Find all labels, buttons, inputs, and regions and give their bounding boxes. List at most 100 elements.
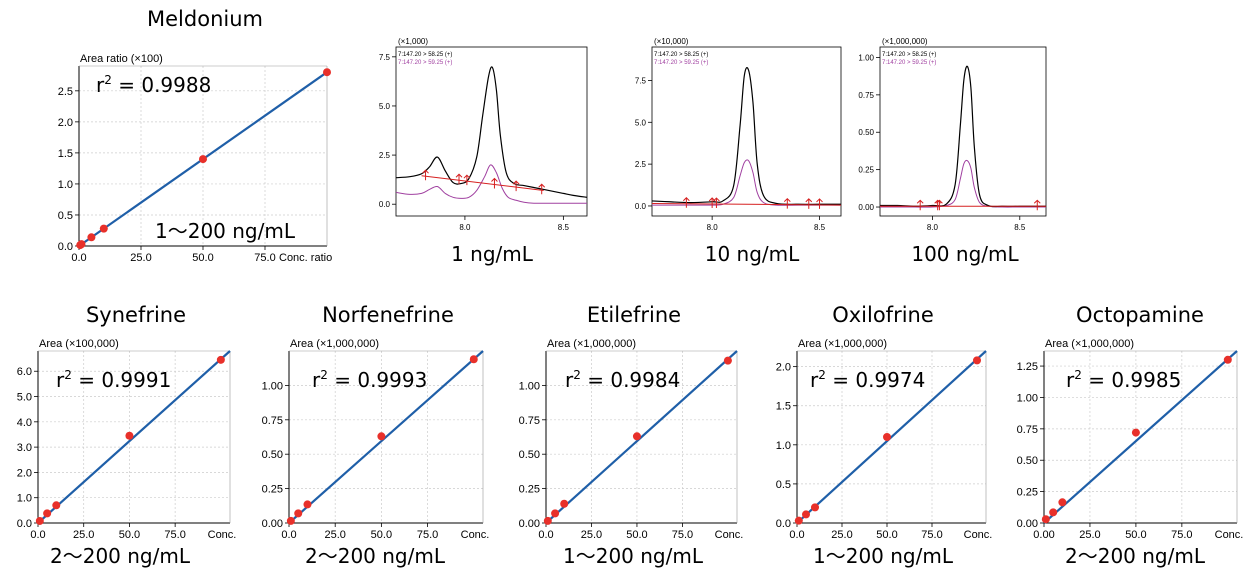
y-tick-label: 0.00	[858, 203, 874, 212]
chart-title: Meldonium	[147, 7, 263, 31]
x-tick-label: 25.0	[831, 529, 852, 541]
r-squared-sup: 2	[104, 73, 112, 87]
y-tick-label: 0.25	[858, 166, 874, 175]
peak-marker	[805, 198, 813, 209]
data-point	[469, 355, 478, 364]
y-axis-label: Area (×100,000)	[39, 338, 119, 350]
y-tick-label: 3.0	[17, 442, 32, 454]
data-point	[802, 510, 810, 519]
trace-1-label: 7:147.20 > 58.25 (+)	[654, 52, 708, 58]
range-label: 2〜200 ng/mL	[50, 544, 191, 568]
x-tick-label: 0.0	[30, 529, 45, 541]
trace-2-label: 7:147.20 > 59.25 (+)	[654, 60, 708, 66]
trace-1-label: 7:147.20 > 58.25 (+)	[882, 52, 936, 58]
r-squared-sup: 2	[1074, 368, 1082, 382]
plot-frame	[879, 46, 1047, 217]
data-point	[43, 509, 52, 518]
plot-frame	[395, 46, 588, 217]
x-tick-label: 75.0	[417, 529, 438, 541]
r-squared-value: = 0.9993	[328, 368, 427, 392]
y-tick-label: 0.50	[858, 128, 874, 137]
peak-marker	[708, 197, 716, 208]
peak-marker	[538, 183, 546, 195]
y-tick-label: 0.50	[262, 449, 283, 461]
y-tick-label: 1.0	[776, 440, 791, 452]
x-tick-label: 25.0	[1079, 529, 1100, 541]
range-label: 2〜200 ng/mL	[305, 544, 446, 568]
x-tick-label: 75.0	[164, 529, 185, 541]
y-tick-label: 1.00	[1017, 392, 1038, 404]
chart-title: Etilefrine	[587, 303, 681, 327]
x-tick-label: 8.5	[814, 223, 826, 232]
synefrine-cal: 0.0 1.0 2.0 3.0 4.0 5.0 6.0 0.0 25.0 50.0 75.0 Syne…	[17, 303, 237, 568]
y-tick-label: 0.25	[262, 484, 283, 496]
octopamine-cal: 0.00 0.25 0.50 0.75 1.00 1.25 0.00 25.0 50.0 75.0…	[1017, 303, 1244, 568]
y-tick-label: 1.5	[58, 148, 73, 160]
data-point	[1223, 355, 1232, 364]
x-tick-label: 8.5	[1014, 223, 1026, 232]
data-point	[973, 356, 981, 365]
peak-marker	[512, 180, 520, 192]
data-point	[1049, 508, 1058, 517]
y-tick-label: 0.50	[1017, 455, 1038, 467]
data-point	[794, 516, 803, 525]
r-squared-sup: 2	[64, 368, 72, 382]
x-tick-label: 50.0	[192, 252, 213, 264]
x-tick-label: 25.0	[581, 529, 602, 541]
y-tick-label: 0.5	[776, 479, 791, 491]
x-tick-label: 25.0	[324, 529, 345, 541]
r-squared-base: r	[810, 368, 819, 392]
chart-title: Norfenefrine	[322, 303, 454, 327]
peak-marker	[916, 199, 924, 211]
fit-line	[288, 350, 484, 524]
x-tick-label: 8.0	[927, 223, 939, 232]
x-tick-label: 75.0	[921, 529, 942, 541]
r-squared-sup: 2	[320, 368, 328, 382]
range-label: 1〜200 ng/mL	[155, 219, 296, 243]
y-tick-label: 2.0	[776, 362, 791, 374]
data-point	[551, 509, 560, 518]
y-multiplier-label: (×1,000,000)	[882, 37, 928, 46]
y-tick-label: 0.00	[519, 518, 540, 530]
r-squared-label: r2 = 0.9974	[810, 368, 925, 392]
trace-2-line	[652, 159, 841, 206]
data-point	[35, 516, 44, 525]
data-point	[323, 68, 331, 77]
data-point	[99, 224, 108, 233]
x-tick-label: 0.0	[538, 529, 553, 541]
y-tick-label: 0.0	[635, 202, 647, 211]
y-tick-label: 0.75	[519, 415, 540, 427]
x-tick-label: 0.0	[789, 529, 804, 541]
meldonium-cal: 0.0 0.5 1.0 1.5 2.0 2.5 0.0 25.0 50.0 75.0 Meldoni…	[58, 7, 333, 264]
y-axis-label: Area (×1,000,000)	[290, 338, 379, 350]
y-tick-label: 4.0	[17, 417, 32, 429]
x-tick-label: 25.0	[130, 252, 151, 264]
y-axis-label: Area (×1,000,000)	[547, 338, 636, 350]
x-axis-label: Conc. ratio	[279, 252, 332, 264]
y-tick-label: 0.75	[858, 91, 874, 100]
chrom-100: 0.00 0.25 0.50 0.75 1.00 8.0 8.5 (×1,000,000) 7:…	[858, 37, 1047, 266]
x-tick-label: 8.0	[707, 223, 719, 232]
x-tick-label: 8.0	[459, 223, 471, 232]
data-point	[199, 155, 207, 164]
peak-marker	[422, 169, 429, 181]
r-squared-sup: 2	[573, 368, 581, 382]
y-tick-label: 0.25	[1017, 487, 1038, 499]
r-squared-value: = 0.9988	[112, 73, 211, 97]
peak-marker	[783, 197, 791, 209]
x-tick-label: 50.0	[876, 529, 897, 541]
r-squared-value: = 0.9985	[1082, 368, 1181, 392]
y-tick-label: 7.5	[635, 76, 647, 85]
data-point	[811, 503, 819, 512]
r-squared-base: r	[96, 73, 105, 97]
plot-frame	[651, 46, 842, 217]
r-squared-label: r2 = 0.9988	[96, 73, 211, 97]
y-tick-label: 5.0	[379, 102, 391, 111]
peak-marker	[683, 197, 690, 208]
trace-2-line	[395, 164, 587, 204]
data-point	[87, 233, 96, 242]
r-squared-label: r2 = 0.9984	[565, 368, 680, 392]
trace-2-line	[879, 159, 1046, 208]
y-tick-label: 1.25	[1017, 361, 1038, 373]
trace-1-line	[879, 65, 1046, 208]
